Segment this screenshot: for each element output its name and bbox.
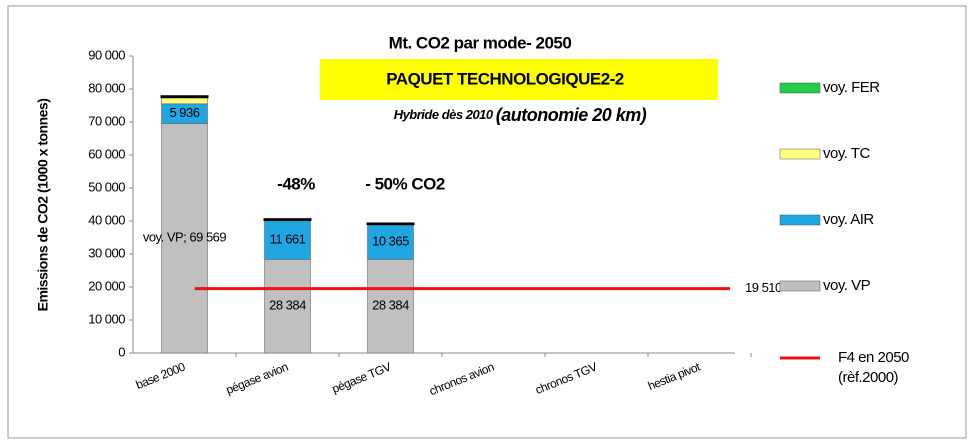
y-tick-label: 20 000 <box>88 278 125 293</box>
y-tick-label: 90 000 <box>88 47 125 62</box>
bar-segment <box>264 220 311 260</box>
note-large: (autonomie 20 km) <box>496 105 647 125</box>
y-tick-label: 0 <box>118 344 125 359</box>
y-tick-label: 50 000 <box>88 179 125 194</box>
bar-segment <box>160 95 209 99</box>
legend-swatch <box>779 148 821 160</box>
bar-segment <box>263 218 312 221</box>
bar-segment <box>367 224 414 260</box>
y-tick-label: 60 000 <box>88 146 125 161</box>
legend-label: voy. TC <box>823 145 870 162</box>
y-tick-label: 70 000 <box>88 113 125 128</box>
legend-swatch <box>779 280 821 292</box>
note-small: Hybride dès 2010 <box>394 107 494 122</box>
legend-swatch <box>779 214 821 226</box>
subtitle: PAQUET TECHNOLOGIQUE2-2 <box>386 69 624 88</box>
bar-segment <box>264 259 311 354</box>
y-tick-label: 30 000 <box>88 245 125 260</box>
chart-title: Mt. CO2 par mode- 2050 <box>389 33 572 52</box>
bar-segment <box>367 259 414 354</box>
y-tick-label: 40 000 <box>88 212 125 227</box>
y-tick-label: 10 000 <box>88 311 125 326</box>
legend-label: F4 en 2050 (rèf.2000) <box>838 349 909 386</box>
annotation: - 50% CO2 <box>365 174 445 193</box>
data-label: 28 384 <box>372 298 409 313</box>
annotation: -48% <box>277 174 315 193</box>
y-axis-label: Emissions de CO2 (1000 x tonnes) <box>35 99 51 312</box>
data-label: 11 661 <box>270 232 306 247</box>
bar-segment <box>161 123 208 354</box>
legend-label: voy. AIR <box>823 211 874 228</box>
legend-label: voy. VP <box>823 277 871 294</box>
bar-segment <box>366 222 415 226</box>
y-tick-label: 80 000 <box>88 80 125 95</box>
reference-label: 19 510 <box>745 280 782 295</box>
legend-label: voy. FER <box>823 79 880 96</box>
note: Hybride dès 2010 (autonomie 20 km) <box>394 105 647 125</box>
data-label: 10 365 <box>372 234 409 249</box>
data-label: 5 936 <box>169 105 199 120</box>
subtitle-box <box>320 59 718 100</box>
data-label: 28 384 <box>269 298 306 313</box>
legend-swatch <box>779 82 821 94</box>
data-label: voy. VP; 69 569 <box>143 230 227 245</box>
